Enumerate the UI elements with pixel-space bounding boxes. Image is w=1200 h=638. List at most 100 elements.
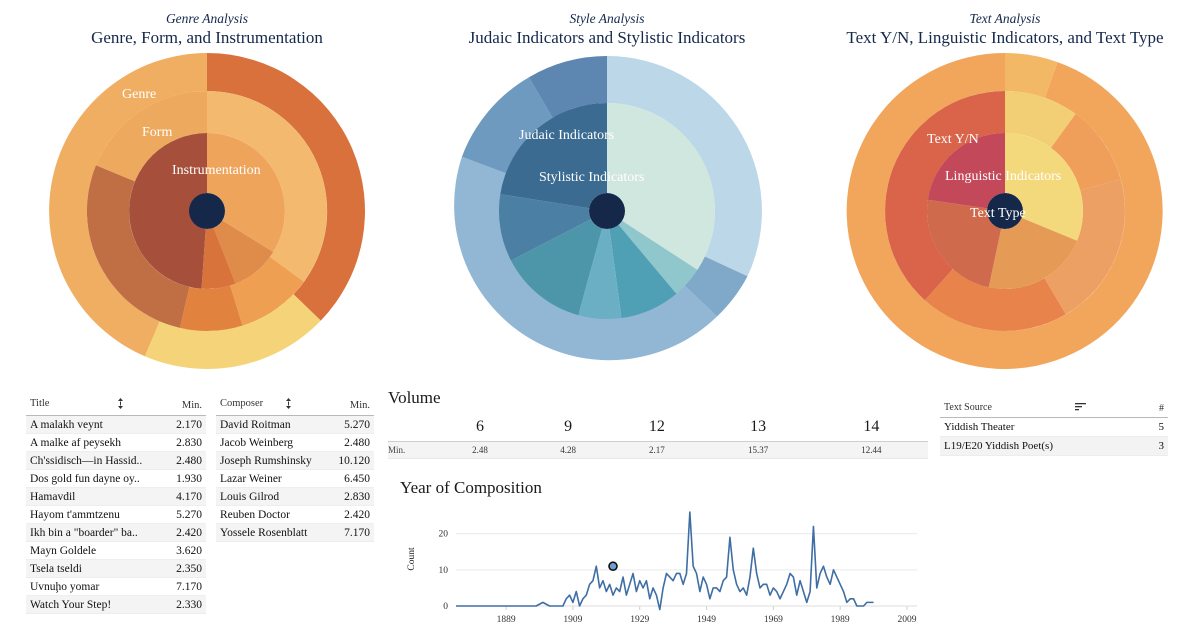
table-row[interactable]: David Roitman 5.270 [216,415,374,434]
slice-genre-c[interactable] [207,53,365,321]
slice-form-d[interactable] [230,257,304,326]
column-header-composer[interactable]: Composer [216,396,316,416]
x-tick-label: 2009 [897,615,916,625]
slice-judaic-e[interactable] [529,56,607,118]
table-row[interactable]: Uvnuḩo yomar 7.170 [26,577,206,596]
cell-count: 3 [1126,436,1168,456]
cell-min: 1.930 [150,469,206,488]
slice-instr-a[interactable] [129,133,207,289]
slice-judaic-d[interactable] [461,77,553,174]
slice-instr-d[interactable] [201,227,236,290]
sunburst-text-analysis[interactable]: Text Y/N Linguistic Indicators Text Type [820,48,1190,374]
slice-genre-a[interactable] [49,53,207,357]
table-row[interactable]: Louis Gilrod 2.830 [216,487,374,506]
slice-texttype-b[interactable] [988,217,1078,290]
line-chart-svg: 0 10 20 Count 1889 1909 1929 1949 1969 1989 2009 [407,511,917,625]
y-tick-label: 20 [439,530,449,540]
cell-min: 7.170 [316,523,374,542]
year-of-composition-chart[interactable]: Year of Composition 0 10 20 Count 1889 1909 19… [400,478,930,636]
slice-stylistic-b[interactable] [618,220,698,294]
ring-label-text-yn: Text Y/N [927,132,979,147]
slice-stylistic-c[interactable] [609,224,677,318]
ring-label-linguistic-indicators: Linguistic Indicators [945,169,1061,184]
slice-textyn-no[interactable] [1005,53,1058,98]
column-header-title[interactable]: Title [26,396,150,416]
slice-instr-b[interactable] [207,133,285,252]
slice-judaic-b[interactable] [683,256,748,317]
volume-col-12[interactable]: 12 [648,418,665,435]
table-row[interactable]: A malakh veynt 2.170 [26,415,206,434]
table-row[interactable]: L19/E20 Yiddish Poet(s) 3 [940,436,1168,456]
sort-updown-icon[interactable] [117,398,124,412]
slice-form-c[interactable] [207,91,328,282]
table-row[interactable]: Hayom t'ammtzenu 5.270 [26,505,206,524]
slice-judaic-a[interactable] [607,56,762,277]
table-row[interactable]: Mayn Goldele 3.620 [26,541,206,560]
slice-texttype-c[interactable] [927,133,1005,209]
slice-stylistic-e[interactable] [511,219,603,316]
volume-col-14[interactable]: 14 [863,418,880,435]
table-row[interactable]: Jacob Weinberg 2.480 [216,433,374,452]
cell-title: Hayom t'ammtzenu [26,505,150,524]
cell-title: Tsela tseldi [26,559,150,578]
table-row[interactable]: A malke af peysekh 2.830 [26,433,206,452]
sunburst-center-hub-genre[interactable] [189,193,225,229]
sunburst-center-hub-text[interactable] [987,193,1023,229]
chart-title-genre: Genre Analysis Genre, Form, and Instrume… [0,10,1200,49]
volume-value-6: 2.48 [436,441,525,459]
cell-count: 5 [1126,417,1168,437]
slice-texttype-d[interactable] [926,199,1002,288]
sort-descending-glyph [1075,403,1086,411]
title-table[interactable]: Title Min. A malakh veynt 2.170 A [26,396,206,614]
slice-instr-c[interactable] [213,220,274,284]
highlighted-data-point[interactable] [608,561,618,572]
volume-table-body: Min. 2.48 4.28 2.17 15.37 12.44 [388,441,928,459]
cell-title: A malke af peysekh [26,433,150,452]
table-row[interactable]: Watch Your Step! 2.330 [26,595,206,614]
table-row[interactable]: Lazar Weiner 6.450 [216,469,374,488]
table-row[interactable]: Yossele Rosenblatt 7.170 [216,523,374,542]
slice-ling-b[interactable] [1050,113,1121,191]
volume-col-9[interactable]: 9 [564,418,573,435]
table-row[interactable]: Reuben Doctor 2.420 [216,505,374,524]
slice-genre-b[interactable] [144,294,321,369]
slice-ling-e[interactable] [885,91,1005,301]
table-row[interactable]: Joseph Rumshinsky 10.120 [216,451,374,470]
table-row[interactable]: Yiddish Theater 5 [940,417,1168,437]
sort-updown-icon[interactable] [285,398,292,412]
table-row[interactable]: Ikh bin a "boarder" ba.. 2.420 [26,523,206,542]
cell-title: Ch'ssidisch—in Hassid.. [26,451,150,470]
composer-table[interactable]: Composer Min. David Roitman 5.270 [216,396,374,542]
sunburst-center-hub-style[interactable] [589,193,625,229]
column-header-title-min[interactable]: Min. [150,396,206,416]
slice-stylistic-f[interactable] [498,194,591,261]
x-tick-label: 1889 [497,615,516,625]
slice-ling-a[interactable] [1005,90,1076,148]
table-row[interactable]: Dos gold fun dayne oy.. 1.930 [26,469,206,488]
slice-form-a[interactable] [86,165,190,328]
table-row[interactable]: Ch'ssidisch—in Hassid.. 2.480 [26,451,206,470]
volume-col-6[interactable]: 6 [476,418,485,435]
slice-stylistic-d[interactable] [578,228,622,319]
slice-ling-c[interactable] [1044,179,1125,315]
volume-col-13[interactable]: 13 [750,418,767,435]
table-row[interactable]: Hamavdil 4.170 [26,487,206,506]
slice-texttype-a[interactable] [1005,133,1083,241]
line-chart-title: Year of Composition [400,478,542,497]
column-header-text-source[interactable]: Text Source [940,400,1126,418]
slice-ling-d[interactable] [924,269,1066,331]
sunburst-genre-analysis[interactable]: Genre Form Instrumentation [22,48,392,374]
slice-stylistic-g[interactable] [500,103,607,209]
volume-table[interactable]: 6 9 12 13 14 Min. 2.48 4.28 2.17 15.37 1… [388,418,928,459]
slice-form-b[interactable] [96,90,207,182]
chart-heading-text: Text Y/N, Linguistic Indicators, and Tex… [846,28,1164,47]
sunburst-style-analysis[interactable]: Judaic Indicators Stylistic Indicators [422,48,792,374]
table-row[interactable]: Tsela tseldi 2.350 [26,559,206,578]
column-header-count[interactable]: # [1126,400,1168,418]
text-source-table[interactable]: Text Source # Yiddish Theater 5 L1 [940,400,1168,456]
slice-form-e[interactable] [179,285,243,331]
table-row[interactable]: Min. 2.48 4.28 2.17 15.37 12.44 [388,441,928,459]
column-header-composer-min[interactable]: Min. [316,396,374,416]
slice-stylistic-a[interactable] [607,103,715,270]
sort-descending-icon[interactable] [1075,402,1086,414]
